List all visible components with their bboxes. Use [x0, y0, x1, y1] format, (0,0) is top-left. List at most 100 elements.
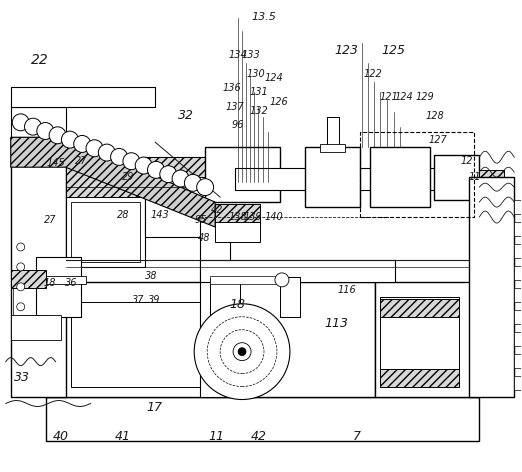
Text: 17: 17	[146, 401, 162, 414]
Text: 132: 132	[249, 106, 268, 116]
Text: 48: 48	[197, 233, 210, 244]
Text: 116: 116	[338, 285, 356, 295]
Bar	[70, 302, 200, 387]
Circle shape	[135, 157, 152, 174]
Bar	[11, 107, 66, 137]
Circle shape	[17, 263, 25, 271]
Bar	[434, 155, 479, 200]
Bar	[11, 315, 61, 340]
Bar	[379, 299, 459, 317]
Circle shape	[172, 170, 189, 187]
Text: 134: 134	[228, 50, 247, 60]
Text: 42: 42	[251, 430, 266, 443]
Circle shape	[220, 330, 264, 374]
Circle shape	[184, 174, 201, 191]
Bar	[205, 147, 280, 202]
Text: 145: 145	[46, 158, 65, 168]
Text: 18: 18	[44, 278, 56, 288]
Bar	[280, 277, 300, 317]
Bar	[514, 244, 522, 258]
Text: 130: 130	[246, 68, 265, 79]
Text: 11: 11	[209, 430, 225, 443]
Text: 27: 27	[75, 156, 88, 166]
Text: 42: 42	[210, 205, 223, 215]
Bar	[514, 288, 522, 302]
Circle shape	[98, 144, 115, 161]
Bar	[21, 315, 51, 327]
Text: 139: 139	[244, 212, 263, 222]
Polygon shape	[11, 137, 215, 227]
Bar	[11, 137, 66, 396]
Bar	[514, 200, 522, 214]
Bar	[379, 369, 459, 387]
Bar	[469, 177, 514, 396]
Text: 37: 37	[133, 295, 145, 304]
Text: 96: 96	[231, 120, 244, 130]
Text: 113: 113	[325, 317, 349, 329]
Bar	[35, 257, 80, 317]
Bar	[320, 144, 345, 152]
Circle shape	[148, 161, 164, 178]
Text: 124: 124	[395, 92, 413, 102]
Bar	[70, 202, 140, 262]
Text: 127: 127	[429, 135, 447, 144]
Bar	[379, 297, 459, 387]
Bar	[360, 132, 474, 217]
Text: 28: 28	[117, 210, 129, 220]
Circle shape	[17, 243, 25, 251]
Text: 11: 11	[468, 172, 481, 182]
Text: 32: 32	[177, 110, 194, 123]
Text: 138: 138	[228, 212, 247, 222]
Text: 131: 131	[249, 87, 268, 97]
Text: 12: 12	[460, 156, 473, 166]
Bar	[370, 147, 430, 207]
Circle shape	[86, 140, 103, 157]
Text: 33: 33	[14, 371, 30, 384]
Circle shape	[74, 135, 91, 152]
Text: 125: 125	[382, 43, 406, 57]
Circle shape	[238, 348, 246, 355]
Bar	[200, 260, 395, 282]
Text: 128: 128	[426, 111, 445, 121]
Bar	[45, 396, 479, 441]
Bar	[469, 177, 514, 396]
Bar	[514, 376, 522, 389]
Text: 7: 7	[353, 430, 361, 443]
Circle shape	[111, 148, 127, 165]
Bar	[375, 282, 479, 396]
Bar	[280, 277, 300, 317]
Circle shape	[25, 118, 41, 135]
Bar	[514, 222, 522, 236]
Bar	[479, 170, 504, 188]
Bar	[434, 155, 479, 200]
Bar	[327, 118, 339, 147]
Circle shape	[275, 273, 289, 287]
Bar	[514, 310, 522, 324]
Text: 13.5: 13.5	[251, 12, 276, 22]
Bar	[11, 137, 66, 396]
Text: 40: 40	[53, 430, 68, 443]
Bar	[45, 282, 375, 396]
Text: 140: 140	[265, 212, 283, 222]
Bar	[11, 270, 45, 288]
Text: 133: 133	[241, 50, 260, 60]
Bar	[145, 157, 210, 177]
Bar	[210, 279, 240, 317]
Bar	[200, 207, 230, 396]
Circle shape	[194, 304, 290, 399]
Bar	[66, 167, 145, 267]
Text: 39: 39	[148, 295, 161, 304]
Text: 95: 95	[195, 215, 207, 225]
Bar	[235, 168, 459, 190]
Bar	[375, 282, 479, 396]
Bar	[215, 204, 260, 222]
Circle shape	[17, 303, 25, 311]
Bar	[327, 118, 339, 147]
Text: 22: 22	[31, 52, 49, 67]
Bar	[215, 204, 260, 242]
Text: 27: 27	[44, 215, 56, 225]
Bar	[514, 332, 522, 346]
Circle shape	[197, 179, 213, 195]
Bar	[11, 87, 156, 107]
Bar	[45, 396, 479, 441]
